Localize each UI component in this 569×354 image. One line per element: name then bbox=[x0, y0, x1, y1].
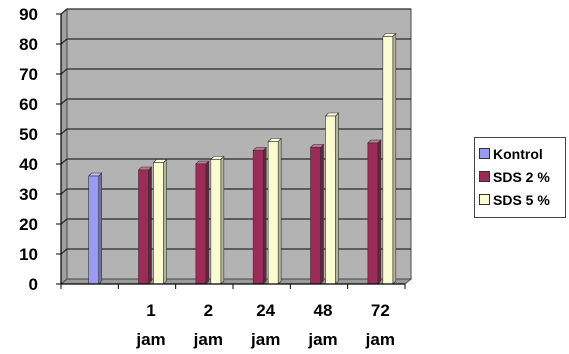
plot-back-wall bbox=[66, 8, 412, 280]
x-tick-label-unit: jam bbox=[365, 330, 395, 349]
bar-front bbox=[382, 36, 394, 285]
bar bbox=[87, 172, 103, 285]
y-tick-label: 10 bbox=[19, 245, 38, 264]
bar-side bbox=[148, 166, 152, 285]
legend-item-sds-2: SDS 2 % bbox=[479, 165, 561, 188]
x-tick-label-unit: jam bbox=[135, 330, 165, 349]
bar bbox=[210, 155, 225, 285]
bar bbox=[137, 166, 153, 285]
plot-side-wall bbox=[60, 7, 68, 286]
bar-side bbox=[98, 172, 102, 285]
bar bbox=[367, 139, 382, 285]
bar-side bbox=[277, 137, 282, 285]
y-tick-label: 60 bbox=[19, 95, 38, 114]
bar-side bbox=[335, 112, 339, 285]
bar-side bbox=[262, 146, 267, 285]
chart-bars bbox=[87, 32, 397, 285]
bar-front bbox=[252, 150, 264, 285]
bar-side bbox=[377, 139, 382, 285]
y-tick-label: 90 bbox=[19, 5, 38, 24]
y-tick-label: 0 bbox=[29, 275, 38, 294]
x-tick-label-unit: jam bbox=[193, 330, 223, 349]
bar-side bbox=[220, 155, 225, 285]
y-tick-label: 30 bbox=[19, 185, 38, 204]
x-axis-ticks: 1 jam 2 jam 24 jam 48 jam 72 jam bbox=[135, 301, 395, 349]
bar-front bbox=[310, 147, 321, 285]
gridline bbox=[60, 68, 411, 75]
y-tick-label: 20 bbox=[19, 215, 38, 234]
legend-label-sds-2: SDS 2 % bbox=[493, 168, 550, 185]
gridline bbox=[60, 38, 411, 45]
bar-front bbox=[88, 175, 99, 285]
bar-front bbox=[138, 169, 149, 285]
bar bbox=[152, 158, 168, 285]
legend-swatch-sds-2 bbox=[479, 171, 490, 182]
legend-item-sds-5: SDS 5 % bbox=[479, 188, 561, 211]
legend-item-kontrol: Kontrol bbox=[479, 142, 561, 165]
chart-grid bbox=[59, 7, 413, 286]
x-tick-label: 24 bbox=[256, 301, 275, 320]
bar-side bbox=[392, 32, 397, 285]
bar bbox=[324, 112, 340, 285]
y-tick-label: 50 bbox=[19, 125, 38, 144]
gridline bbox=[60, 218, 411, 225]
bar bbox=[382, 32, 397, 285]
bar bbox=[267, 137, 282, 285]
y-tick-label: 70 bbox=[19, 65, 38, 84]
plot-floor bbox=[59, 278, 413, 285]
y-tick-label: 40 bbox=[19, 155, 38, 174]
bar-front bbox=[153, 162, 164, 285]
bar bbox=[195, 160, 210, 285]
chart-axes bbox=[56, 13, 406, 289]
legend-label-kontrol: Kontrol bbox=[493, 145, 543, 162]
x-tick-label-unit: jam bbox=[307, 330, 337, 349]
bar-front bbox=[267, 141, 279, 285]
legend-label-sds-5: SDS 5 % bbox=[493, 191, 550, 208]
bar-side bbox=[205, 160, 210, 285]
bar-side bbox=[163, 158, 167, 285]
x-tick-label-unit: jam bbox=[250, 330, 280, 349]
bar bbox=[309, 143, 325, 285]
legend-swatch-sds-5 bbox=[479, 194, 490, 205]
chart-legend: Kontrol SDS 2 % SDS 5 % bbox=[474, 137, 566, 218]
bar-front bbox=[325, 115, 336, 285]
bar-front bbox=[195, 163, 207, 285]
gridline bbox=[60, 158, 411, 165]
gridline bbox=[60, 8, 411, 15]
x-tick-label: 48 bbox=[314, 301, 333, 320]
x-tick-label: 2 bbox=[204, 301, 213, 320]
x-tick-label: 72 bbox=[371, 301, 390, 320]
bar bbox=[252, 146, 267, 285]
y-axis-ticks: 0 10 20 30 40 50 60 70 80 90 bbox=[19, 5, 38, 294]
bar-front bbox=[367, 142, 379, 285]
gridline bbox=[60, 128, 411, 135]
gridline bbox=[60, 248, 411, 255]
gridline bbox=[60, 188, 411, 195]
legend-swatch-kontrol bbox=[479, 148, 490, 159]
gridline bbox=[60, 98, 411, 105]
y-tick-label: 80 bbox=[19, 35, 38, 54]
x-tick-label: 1 bbox=[146, 301, 155, 320]
bar-front bbox=[210, 159, 222, 285]
bar-side bbox=[320, 143, 324, 285]
